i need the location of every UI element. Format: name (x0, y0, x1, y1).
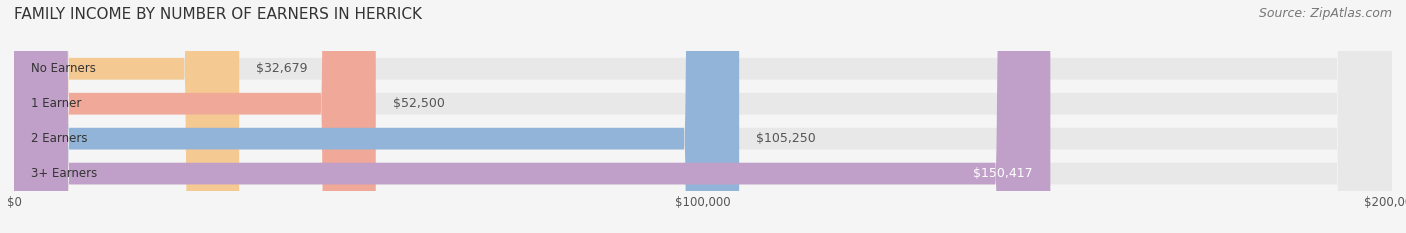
FancyBboxPatch shape (14, 0, 1392, 233)
Text: No Earners: No Earners (31, 62, 96, 75)
Text: $150,417: $150,417 (973, 167, 1033, 180)
FancyBboxPatch shape (14, 0, 740, 233)
Text: 3+ Earners: 3+ Earners (31, 167, 97, 180)
FancyBboxPatch shape (14, 0, 1392, 233)
Text: 2 Earners: 2 Earners (31, 132, 87, 145)
FancyBboxPatch shape (14, 0, 1392, 233)
Text: $105,250: $105,250 (756, 132, 815, 145)
FancyBboxPatch shape (14, 0, 239, 233)
FancyBboxPatch shape (14, 0, 375, 233)
FancyBboxPatch shape (14, 0, 1392, 233)
Text: Source: ZipAtlas.com: Source: ZipAtlas.com (1258, 7, 1392, 20)
Text: FAMILY INCOME BY NUMBER OF EARNERS IN HERRICK: FAMILY INCOME BY NUMBER OF EARNERS IN HE… (14, 7, 422, 22)
Text: 1 Earner: 1 Earner (31, 97, 82, 110)
Text: $52,500: $52,500 (394, 97, 444, 110)
FancyBboxPatch shape (14, 0, 1050, 233)
Text: $32,679: $32,679 (256, 62, 308, 75)
